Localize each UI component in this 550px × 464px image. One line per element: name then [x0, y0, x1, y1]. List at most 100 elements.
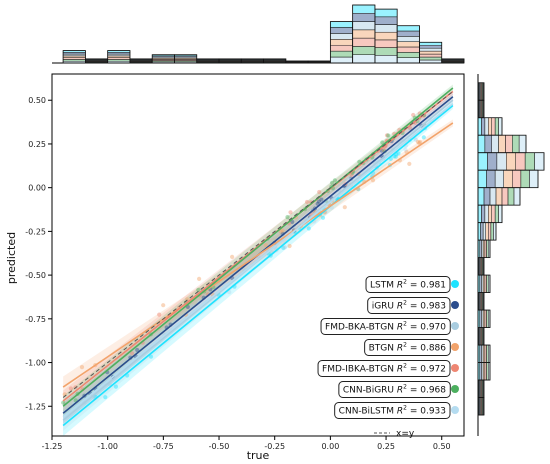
legend-box — [367, 297, 451, 314]
legend-marker — [451, 280, 459, 288]
scatter-point — [148, 354, 154, 359]
scatter-point — [411, 112, 416, 118]
y-tick-label: -0.50 — [25, 271, 46, 280]
top-histogram-bar — [329, 21, 354, 64]
scatter-point — [417, 140, 422, 146]
right-histogram-bar — [477, 344, 491, 363]
right-histogram-bar — [477, 134, 527, 154]
regression-line — [62, 103, 454, 418]
right-marginal-histogram — [477, 74, 545, 436]
scatter-point — [103, 395, 108, 400]
legend-reference-label: x=y — [396, 429, 415, 439]
regression-lines — [62, 87, 454, 427]
scatter-point — [381, 147, 386, 152]
top-histogram-bar — [151, 54, 175, 64]
scatter-point — [79, 365, 85, 370]
right-histogram-bar — [477, 204, 503, 224]
scatter-point — [413, 137, 418, 142]
right-histogram-bar — [477, 362, 491, 381]
legend-item: FMD-IBKA-BTGN R2 = 0.972 — [317, 360, 459, 377]
y-tick-label: -1.00 — [25, 359, 46, 368]
scatter-point — [135, 347, 140, 353]
scatter-point — [396, 151, 401, 156]
scatter-point — [317, 189, 322, 195]
top-histogram-bar — [419, 41, 443, 64]
x-tick-label: -0.75 — [153, 442, 174, 451]
scatter-point — [61, 400, 66, 405]
legend-item: CNN-BiGRU R2 = 0.968 — [338, 381, 459, 398]
scatter-point — [415, 139, 420, 144]
regression-line — [62, 104, 454, 427]
scatter-point — [263, 243, 268, 248]
top-histogram-bar — [285, 60, 309, 64]
x-tick-label: 0.25 — [377, 442, 395, 451]
scatter-point — [285, 215, 290, 220]
y-tick-label: 0.50 — [28, 96, 46, 105]
scatter-point — [113, 384, 118, 389]
y-axis-label: predicted — [5, 232, 18, 284]
right-histogram-bar — [477, 309, 491, 328]
right-histogram-bar — [477, 397, 485, 416]
y-tick-label: 0.00 — [28, 184, 46, 193]
top-histogram-bar — [240, 58, 264, 64]
right-histogram-bar — [477, 187, 521, 206]
scatter-point — [386, 133, 391, 138]
legend-box — [365, 276, 451, 293]
scatter-point — [349, 172, 354, 177]
right-histogram-bar — [477, 379, 485, 398]
plot-area — [51, 73, 465, 437]
scatter-point — [316, 199, 321, 204]
legend-label: FMD-IBKA-BTGN R2 = 0.972 — [322, 363, 446, 375]
scatter-point — [281, 245, 286, 250]
legend-label: FMD-BKA-BTGN R2 = 0.970 — [325, 321, 446, 333]
legend-marker — [451, 406, 459, 414]
y-tick-label: 0.25 — [28, 140, 46, 149]
scatter-point — [332, 178, 337, 183]
top-histogram-bar — [441, 58, 465, 64]
scatter-point — [282, 245, 287, 250]
scatter-point — [130, 351, 135, 356]
top-histogram-bar — [307, 60, 331, 64]
regression-line — [62, 87, 454, 407]
legend-item: LSTM R2 = 0.981 — [365, 276, 459, 293]
legend-box — [338, 381, 451, 398]
right-histogram-bar — [477, 152, 545, 171]
x-tick-label: -1.25 — [42, 442, 63, 451]
legend-marker — [451, 343, 459, 351]
legend-marker — [451, 322, 459, 330]
right-histogram-bar — [477, 292, 485, 311]
legend-marker — [451, 301, 459, 309]
legend-box — [364, 339, 451, 356]
scatter-point — [319, 197, 324, 202]
legend-marker — [451, 385, 459, 393]
right-histogram-bar — [477, 82, 485, 101]
legend-box — [317, 360, 451, 377]
top-histogram-bar — [196, 58, 220, 64]
legend-item: iGRU R2 = 0.983 — [367, 297, 459, 314]
scatter-point — [306, 226, 311, 231]
right-histogram-bar — [477, 257, 485, 276]
legend-label: CNN-BiLSTM R2 = 0.933 — [339, 405, 446, 417]
legend-item: CNN-BiLSTM R2 = 0.933 — [334, 402, 459, 419]
top-histogram-bar — [62, 50, 86, 64]
right-histogram-bar — [477, 117, 503, 136]
scatter-point — [227, 290, 232, 295]
y-tick-label: -0.75 — [25, 315, 46, 324]
right-histogram-bar — [477, 99, 485, 119]
legend-box — [320, 318, 451, 335]
scatter-point — [417, 139, 423, 145]
right-histogram-bar — [477, 274, 491, 293]
x-tick-label: 0.00 — [321, 442, 339, 451]
top-histogram-bar — [396, 25, 420, 64]
x-axis-ticks: -1.25 -1.00 -0.75 -0.50 -0.25 0.00 0.25 0.50 — [42, 436, 451, 451]
reference-line-x-equals-y — [62, 91, 454, 398]
top-histogram-bar — [374, 8, 398, 64]
scatter-point — [380, 140, 385, 145]
right-histogram-bar — [477, 327, 485, 346]
scatter-point — [384, 133, 390, 138]
reference-line — [62, 91, 454, 398]
top-histogram-bar — [107, 50, 131, 64]
legend-label: iGRU R2 = 0.983 — [372, 300, 446, 312]
top-histogram-bar — [129, 58, 153, 64]
